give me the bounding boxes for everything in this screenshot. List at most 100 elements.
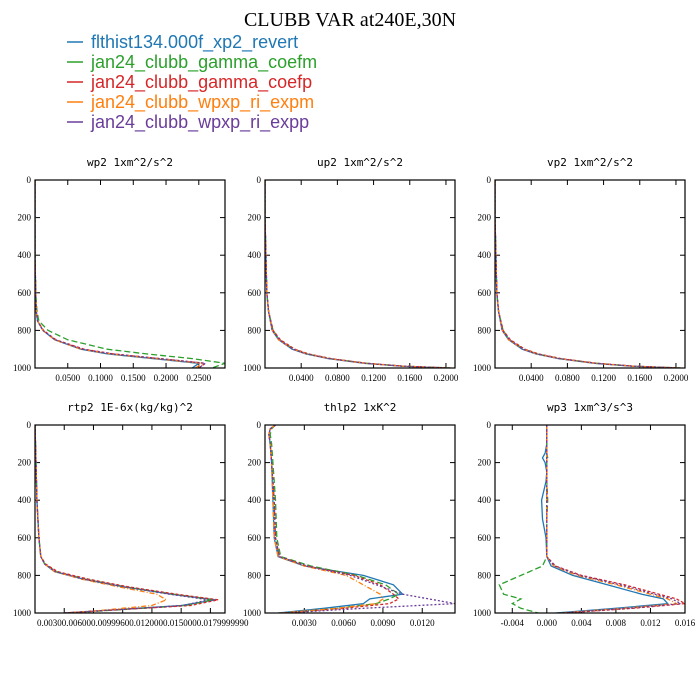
x-tick-label: 0.008 bbox=[606, 618, 627, 628]
panel-title: rtp2 1E-6x(kg/kg)^2 bbox=[67, 401, 193, 414]
series-line bbox=[265, 180, 451, 368]
series-group bbox=[35, 425, 219, 613]
series-group bbox=[265, 180, 451, 368]
legend: flthist134.000f_xp2_revert jan24_clubb_g… bbox=[67, 32, 317, 133]
legend-label: jan24_clubb_wpxp_ri_expm bbox=[90, 92, 314, 113]
y-tick-label: 0 bbox=[487, 175, 492, 185]
series-line bbox=[35, 180, 201, 368]
y-tick-label: 1000 bbox=[243, 608, 262, 618]
x-tick-label: 0.000 bbox=[537, 618, 558, 628]
y-tick-label: 600 bbox=[478, 533, 492, 543]
x-tick-label: 0.2000 bbox=[664, 373, 689, 383]
series-line bbox=[268, 425, 404, 613]
series-line bbox=[540, 425, 670, 613]
y-tick-label: 0 bbox=[27, 420, 32, 430]
legend-label: jan24_clubb_gamma_coefm bbox=[90, 52, 317, 73]
panel: rtp2 1E-6x(kg/kg)^2 0 200 400 600 800 1000 0.00… bbox=[13, 401, 249, 628]
series-line bbox=[495, 180, 677, 368]
series-line bbox=[35, 425, 216, 613]
y-tick-label: 1000 bbox=[13, 363, 32, 373]
x-tick-label: 0.1200 bbox=[591, 373, 616, 383]
legend-item: flthist134.000f_xp2_revert bbox=[67, 32, 298, 53]
x-tick-label: 0.0800 bbox=[555, 373, 580, 383]
y-tick-label: 200 bbox=[18, 213, 32, 223]
series-line bbox=[35, 425, 168, 613]
panel-title: thlp2 1xK^2 bbox=[324, 401, 397, 414]
x-tick-label: 0.0090 bbox=[371, 618, 396, 628]
plot-frame bbox=[494, 179, 686, 369]
panels: wp2 1xm^2/s^2 0 200 400 600 800 1000 0.0500 0.10… bbox=[13, 156, 696, 628]
y-tick-label: 400 bbox=[248, 250, 262, 260]
x-tick-label: 0.0030 bbox=[292, 618, 317, 628]
legend-label: jan24_clubb_gamma_coefp bbox=[90, 72, 312, 93]
panel-title: vp2 1xm^2/s^2 bbox=[547, 156, 633, 169]
panel: up2 1xm^2/s^2 0 200 400 600 800 1000 0.0400 0.08… bbox=[243, 156, 459, 383]
y-tick-label: 600 bbox=[478, 288, 492, 298]
y-tick-label: 0 bbox=[257, 175, 262, 185]
series-line bbox=[495, 180, 681, 368]
y-tick-label: 200 bbox=[478, 213, 492, 223]
x-tick-label: 0.012 bbox=[640, 618, 660, 628]
series-group bbox=[268, 425, 455, 613]
series-group bbox=[495, 180, 681, 368]
y-tick-label: 800 bbox=[248, 325, 262, 335]
series-line bbox=[546, 425, 685, 613]
x-tick-label: 0.2500 bbox=[186, 373, 211, 383]
legend-item: jan24_clubb_wpxp_ri_expm bbox=[67, 92, 314, 113]
panel-title: up2 1xm^2/s^2 bbox=[317, 156, 403, 169]
panel: vp2 1xm^2/s^2 0 200 400 600 800 1000 0.0400 0.08… bbox=[473, 156, 689, 383]
series-line bbox=[269, 425, 400, 613]
x-tick-label: 0.004 bbox=[571, 618, 592, 628]
series-line bbox=[268, 425, 455, 613]
y-tick-label: 600 bbox=[18, 288, 32, 298]
x-tick-label: 0.0500 bbox=[55, 373, 80, 383]
series-line bbox=[268, 425, 384, 613]
y-tick-label: 600 bbox=[18, 533, 32, 543]
plot-frame bbox=[264, 424, 456, 614]
y-tick-label: 800 bbox=[478, 325, 492, 335]
panel: wp3 1xm^3/s^3 0 200 400 600 800 1000 -0.004 0.00… bbox=[473, 401, 696, 628]
series-line bbox=[35, 425, 209, 613]
y-tick-label: 1000 bbox=[243, 363, 262, 373]
x-tick-label: 0.1000 bbox=[88, 373, 113, 383]
series-line bbox=[495, 180, 681, 368]
y-tick-label: 1000 bbox=[13, 608, 32, 618]
panel: wp2 1xm^2/s^2 0 200 400 600 800 1000 0.0500 0.10… bbox=[13, 156, 226, 383]
y-tick-label: 0 bbox=[257, 420, 262, 430]
y-tick-label: 200 bbox=[248, 213, 262, 223]
series-line bbox=[35, 425, 213, 613]
series-line bbox=[35, 180, 208, 368]
x-tick-label: 0.0060 bbox=[331, 618, 356, 628]
y-tick-label: 800 bbox=[18, 570, 32, 580]
y-tick-label: 0 bbox=[27, 175, 32, 185]
x-tick-label: 0.1600 bbox=[627, 373, 652, 383]
x-tick-label: -0.004 bbox=[501, 618, 525, 628]
y-tick-label: 600 bbox=[248, 288, 262, 298]
series-line bbox=[35, 180, 208, 368]
series-line bbox=[546, 425, 679, 613]
y-tick-label: 200 bbox=[248, 458, 262, 468]
series-group bbox=[35, 180, 225, 368]
panel: thlp2 1xK^2 0 200 400 600 800 1000 0.0030 0.0060… bbox=[243, 401, 456, 628]
y-tick-label: 400 bbox=[478, 495, 492, 505]
series-line bbox=[35, 425, 219, 613]
y-tick-label: 600 bbox=[248, 533, 262, 543]
plot-frame bbox=[264, 179, 456, 369]
y-tick-label: 800 bbox=[478, 570, 492, 580]
y-tick-label: 400 bbox=[18, 250, 32, 260]
y-tick-label: 800 bbox=[18, 325, 32, 335]
legend-item: jan24_clubb_gamma_coefp bbox=[67, 72, 312, 93]
panel-title: wp2 1xm^2/s^2 bbox=[87, 156, 173, 169]
series-line bbox=[495, 180, 678, 368]
y-tick-label: 400 bbox=[18, 495, 32, 505]
series-line bbox=[498, 425, 549, 613]
series-line bbox=[35, 180, 204, 368]
series-line bbox=[265, 180, 451, 368]
plot-frame bbox=[494, 424, 686, 614]
x-tick-label: 0.1200 bbox=[361, 373, 386, 383]
y-tick-label: 0 bbox=[487, 420, 492, 430]
y-tick-label: 400 bbox=[478, 250, 492, 260]
figure-title: CLUBB VAR at240E,30N bbox=[244, 9, 456, 31]
plot-frame bbox=[34, 179, 226, 369]
